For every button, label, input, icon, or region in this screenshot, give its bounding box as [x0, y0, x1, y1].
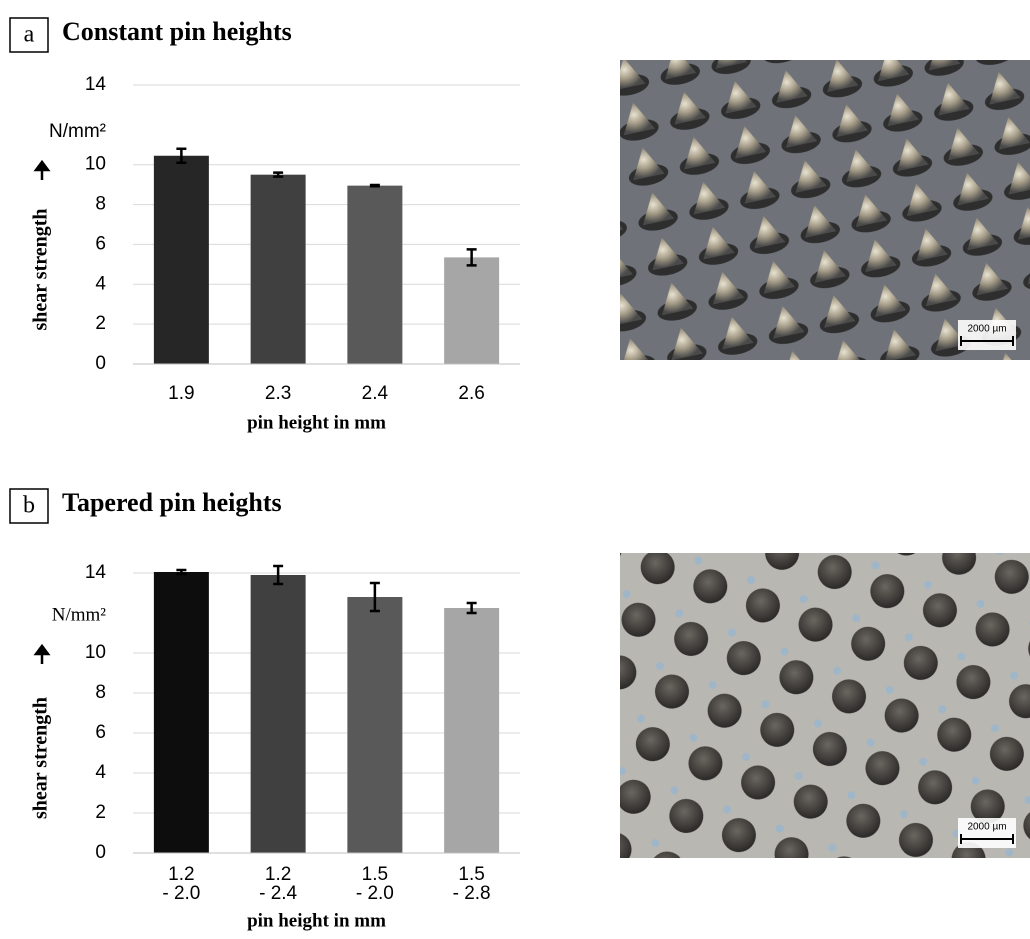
y-tick-label: 8 — [95, 194, 106, 215]
y-tick-label: 10 — [85, 642, 106, 663]
x-tick-label: 2.6 — [458, 383, 484, 404]
y-unit: N/mm² — [49, 121, 106, 142]
y-tick-label: 4 — [95, 273, 106, 294]
bar — [347, 597, 402, 853]
scale-bar-label: 2000 µm — [967, 324, 1006, 335]
x-tick-label: 2.3 — [265, 383, 291, 404]
panel-title: Tapered pin heights — [62, 488, 282, 517]
photo — [620, 60, 1030, 360]
y-tick-label: 6 — [95, 233, 106, 254]
x-axis-title: pin height in mm — [247, 412, 386, 433]
x-tick-label: 2.4 — [362, 383, 389, 404]
bar — [444, 608, 499, 853]
y-tick-label: 0 — [95, 842, 106, 863]
x-tick-label: 1.5 — [458, 864, 484, 885]
y-tick-label: 14 — [85, 74, 107, 95]
x-tick-label: - 2.8 — [453, 883, 491, 904]
bar — [444, 257, 499, 364]
panel-title: Constant pin heights — [62, 17, 292, 46]
x-tick-label: - 2.0 — [162, 883, 200, 904]
x-tick-label: - 2.0 — [356, 883, 394, 904]
x-tick-label: - 2.4 — [259, 883, 297, 904]
panel-letter: b — [23, 493, 35, 519]
y-tick-label: 10 — [85, 154, 106, 175]
arrow — [36, 162, 48, 180]
bar — [251, 175, 306, 364]
y-tick-label: 2 — [95, 313, 106, 334]
arrow — [36, 646, 48, 664]
bar — [154, 572, 209, 853]
figure: a Constant pin heights 0 2 4 6 8 10 14 1.9 2.3 2.4 2… — [0, 0, 1030, 939]
y-unit: N/mm² — [52, 604, 107, 625]
y-tick-label: 6 — [95, 722, 106, 743]
y-tick-label: 4 — [95, 762, 106, 783]
x-axis-title: pin height in mm — [247, 910, 386, 931]
scale-bar-label: 2000 µm — [967, 822, 1006, 833]
bar — [251, 575, 306, 853]
x-tick-label: 1.5 — [362, 864, 388, 885]
photo — [620, 553, 1030, 858]
y-axis-title: shear strength — [30, 697, 52, 819]
y-tick-label: 8 — [95, 682, 106, 703]
y-axis-title: shear strength — [30, 208, 52, 330]
x-tick-label: 1.2 — [168, 864, 194, 885]
y-tick-label: 14 — [85, 562, 107, 583]
y-tick-label: 0 — [95, 353, 106, 374]
error-bar — [370, 185, 380, 186]
y-tick-label: 2 — [95, 802, 106, 823]
bar — [347, 186, 402, 364]
panel-letter: a — [24, 22, 35, 48]
x-tick-label: 1.2 — [265, 864, 291, 885]
x-tick-label: 1.9 — [168, 383, 194, 404]
bar — [154, 156, 209, 364]
